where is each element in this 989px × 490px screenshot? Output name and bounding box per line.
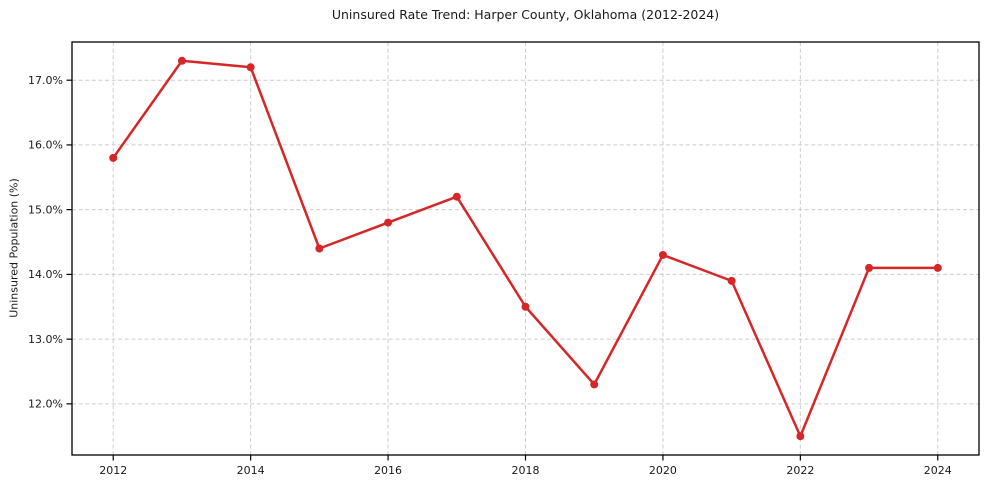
data-point [452,192,461,201]
data-point [315,244,324,253]
data-point [796,432,805,441]
x-tick-label: 2020 [649,464,677,477]
data-point [865,263,874,272]
y-tick-label: 17.0% [28,74,63,87]
x-tick-label: 2024 [924,464,952,477]
data-point [521,302,530,311]
y-tick-label: 12.0% [28,398,63,411]
x-tick-label: 2012 [99,464,127,477]
data-point [590,380,599,389]
y-tick-label: 14.0% [28,268,63,281]
data-point [727,276,736,285]
data-point [933,263,942,272]
data-point [246,63,255,72]
chart-title: Uninsured Rate Trend: Harper County, Okl… [331,7,720,22]
x-tick-label: 2018 [512,464,540,477]
x-tick-label: 2022 [786,464,814,477]
data-point [384,218,393,227]
y-tick-label: 16.0% [28,139,63,152]
y-tick-label: 15.0% [28,203,63,216]
x-tick-label: 2016 [374,464,402,477]
x-tick-label: 2014 [237,464,265,477]
data-point [658,250,667,259]
data-point [177,56,186,65]
data-point [109,153,118,162]
y-tick-label: 13.0% [28,333,63,346]
